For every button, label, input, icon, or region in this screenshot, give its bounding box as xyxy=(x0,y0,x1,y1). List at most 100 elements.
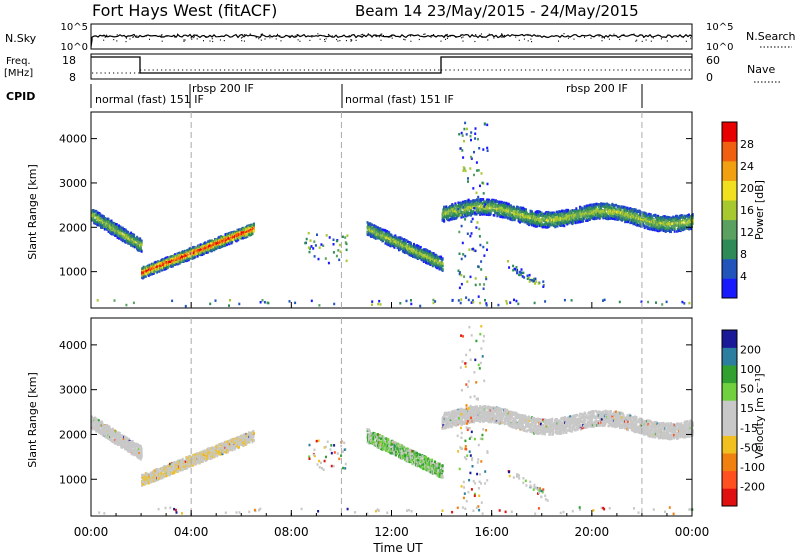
echo-cell xyxy=(97,216,99,219)
echo-cell xyxy=(382,228,385,232)
echo-cell xyxy=(172,263,175,266)
echo-cell xyxy=(225,238,228,242)
echo-cell xyxy=(549,216,551,220)
nsearch-dot xyxy=(149,38,150,40)
nsearch-dot xyxy=(645,39,647,41)
nsearch-dot xyxy=(211,38,213,40)
echo-cell xyxy=(450,209,453,213)
echo-cell xyxy=(415,255,418,258)
echo-cell xyxy=(144,275,147,278)
echo-cell xyxy=(382,239,385,242)
nsearch-dot xyxy=(174,36,176,38)
echo-cell xyxy=(395,236,398,239)
echo-cell xyxy=(421,253,424,257)
echo-cell xyxy=(120,232,123,236)
nsearch-dot xyxy=(196,38,198,40)
echo-cell xyxy=(470,209,473,212)
nsearch-dot xyxy=(650,40,652,42)
echo-cell xyxy=(468,212,471,215)
nsearch-dot xyxy=(297,39,299,41)
echo-cell xyxy=(366,221,369,224)
nsearch-dot xyxy=(633,33,635,35)
echo-cell xyxy=(129,232,132,236)
echo-cell xyxy=(229,235,231,238)
echo-cell xyxy=(178,262,181,265)
cpid-mode-3: normal (fast) 151 IF xyxy=(345,93,454,106)
echo-cell xyxy=(99,213,102,216)
echo-cell xyxy=(478,202,481,206)
echo-cell xyxy=(409,249,412,253)
cpid-mode-2: rbsp 200 IF xyxy=(192,82,254,95)
nave-tick-bottom: 0 xyxy=(706,71,713,84)
echo-cell xyxy=(115,234,117,237)
echo-cell xyxy=(387,243,390,247)
echo-cell xyxy=(241,235,244,238)
echo-cell xyxy=(140,239,143,242)
nsearch-dot xyxy=(500,36,502,38)
nsearch-dot xyxy=(161,40,163,42)
nsearch-dot xyxy=(504,34,505,37)
nsearch-dot xyxy=(160,36,162,38)
nsearch-dot xyxy=(209,40,211,42)
echo-cell xyxy=(165,259,168,262)
echo-cell xyxy=(439,265,442,268)
echo-cell xyxy=(388,233,391,236)
nsearch-dot xyxy=(317,33,319,35)
cpid-mode-1: normal (fast) 151 IF xyxy=(95,93,204,106)
echo-cell xyxy=(470,211,473,214)
echo-cell xyxy=(139,245,142,249)
nsearch-dot xyxy=(380,33,382,35)
nsearch-dot xyxy=(446,33,448,36)
echo-cell xyxy=(389,244,392,248)
nsearch-dot xyxy=(269,37,271,39)
nsearch-dot xyxy=(183,39,185,41)
nsearch-dot xyxy=(423,33,425,35)
nsearch-dot xyxy=(126,36,128,38)
nsearch-dot xyxy=(403,38,405,40)
echo-cell xyxy=(387,238,390,242)
echo-cell xyxy=(123,228,126,231)
nsearch-dot xyxy=(531,41,533,43)
nsearch-dot xyxy=(584,36,585,38)
echo-cell xyxy=(375,233,378,236)
nsearch-dot xyxy=(530,38,532,40)
echo-cell xyxy=(369,222,372,225)
echo-cell xyxy=(156,260,159,263)
nsearch-dot xyxy=(424,33,426,35)
echo-cell xyxy=(186,251,189,254)
echo-cell xyxy=(464,207,467,210)
echo-cell xyxy=(95,211,98,215)
echo-cell xyxy=(425,253,428,256)
nsearch-dot xyxy=(601,40,603,42)
echo-cell xyxy=(110,219,113,223)
echo-cell xyxy=(404,239,406,243)
echo-cell xyxy=(197,246,200,250)
nsearch-dot xyxy=(446,37,448,39)
nsearch-dot xyxy=(387,36,389,38)
echo-cell xyxy=(478,206,481,210)
echo-cell xyxy=(134,242,137,245)
echo-cell xyxy=(422,257,425,261)
nsearch-dot xyxy=(104,36,106,38)
nsearch-dot xyxy=(558,40,559,42)
echo-cell xyxy=(91,211,94,214)
echo-cell xyxy=(161,268,164,272)
nsearch-dot xyxy=(487,39,489,41)
echo-cell xyxy=(375,225,378,229)
nsearch-dot xyxy=(309,39,311,41)
echo-cell xyxy=(453,214,456,217)
echo-cell xyxy=(386,230,388,233)
echo-cell xyxy=(215,247,218,250)
echo-cell xyxy=(414,244,417,247)
echo-cell xyxy=(436,266,439,270)
echo-cell xyxy=(237,238,240,241)
nsearch-dot xyxy=(223,40,225,42)
nsearch-dot xyxy=(475,34,477,36)
nsearch-dot xyxy=(193,37,195,39)
echo-cell xyxy=(452,217,455,221)
echo-cell xyxy=(223,243,226,247)
nsearch-dot xyxy=(203,40,204,42)
nsearch-dot xyxy=(643,36,645,38)
echo-cell xyxy=(416,253,418,256)
echo-cell xyxy=(645,212,648,215)
